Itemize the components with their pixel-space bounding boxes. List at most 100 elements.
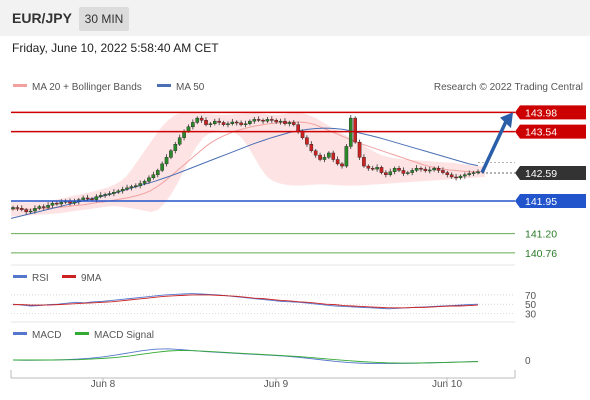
support-1-label: 141.95 bbox=[525, 196, 557, 208]
candle-body bbox=[436, 168, 441, 171]
candle bbox=[327, 151, 331, 160]
candle bbox=[116, 189, 121, 194]
candle bbox=[261, 118, 265, 124]
candle bbox=[46, 202, 50, 210]
candle bbox=[195, 116, 200, 125]
candle-body bbox=[441, 170, 445, 173]
candle bbox=[147, 175, 151, 184]
rsi-line bbox=[12, 293, 479, 310]
candle-body bbox=[204, 120, 208, 125]
candle bbox=[112, 189, 116, 197]
candle-body bbox=[427, 169, 432, 172]
candle bbox=[50, 201, 55, 208]
candle-body bbox=[173, 144, 178, 151]
resistance-1-tag bbox=[515, 105, 586, 120]
candle bbox=[445, 170, 450, 178]
ma50-legend-swatch bbox=[157, 84, 171, 87]
candle bbox=[177, 134, 182, 146]
candle-body bbox=[37, 206, 42, 209]
candle-body bbox=[414, 168, 419, 171]
candle bbox=[125, 184, 129, 191]
candle-body bbox=[454, 176, 458, 179]
candle-body bbox=[248, 120, 252, 124]
candle bbox=[278, 118, 283, 125]
candle bbox=[252, 116, 257, 124]
candle bbox=[291, 120, 296, 127]
candle-body bbox=[305, 137, 309, 145]
candle bbox=[379, 165, 384, 175]
candle bbox=[160, 161, 164, 173]
candle-body bbox=[432, 168, 436, 171]
candle-body bbox=[81, 197, 85, 200]
timeframe-button[interactable]: 30 MIN bbox=[79, 7, 129, 31]
candle-body bbox=[458, 175, 463, 179]
candle bbox=[397, 165, 401, 173]
candle-body bbox=[24, 209, 28, 213]
candle-body bbox=[217, 120, 221, 123]
candle bbox=[392, 166, 397, 175]
candle bbox=[221, 120, 226, 127]
macd-zero-label: 0 bbox=[525, 356, 531, 367]
candle bbox=[37, 204, 42, 211]
candle-body bbox=[322, 157, 327, 160]
macd-line bbox=[12, 348, 479, 365]
candle bbox=[19, 205, 24, 212]
candle-body bbox=[366, 165, 371, 169]
candle bbox=[309, 141, 314, 153]
candle bbox=[449, 172, 454, 179]
candle-body bbox=[59, 202, 64, 205]
candle-body bbox=[28, 210, 33, 213]
datetime-label: Friday, June 10, 2022 5:58:40 AM CET bbox=[12, 41, 219, 55]
candle-body bbox=[410, 170, 414, 173]
candle bbox=[256, 116, 261, 123]
candle-body bbox=[33, 208, 37, 212]
candle bbox=[283, 118, 287, 126]
candle-body bbox=[239, 122, 243, 125]
candle bbox=[467, 170, 472, 177]
candle-body bbox=[471, 172, 476, 174]
candle-body bbox=[46, 205, 50, 208]
candle-body bbox=[41, 206, 46, 208]
macd-signal-legend-swatch bbox=[75, 332, 89, 335]
target-1-label: 141.20 bbox=[525, 229, 557, 241]
candle-body bbox=[335, 159, 340, 165]
candle bbox=[362, 154, 366, 168]
candle-body bbox=[177, 137, 182, 145]
candle-body bbox=[116, 190, 121, 193]
research-credit: Research © 2022 Trading Central bbox=[434, 82, 583, 93]
candle-body bbox=[129, 186, 134, 189]
candle-body bbox=[388, 171, 393, 175]
candle bbox=[138, 180, 143, 189]
candle-body bbox=[85, 197, 90, 200]
rsi-legend-swatch bbox=[13, 275, 27, 278]
candle-body bbox=[274, 120, 279, 123]
resistance-2-tag bbox=[515, 124, 586, 139]
candle bbox=[335, 156, 340, 166]
candle-body bbox=[50, 202, 55, 206]
candle bbox=[270, 116, 274, 123]
candle bbox=[155, 168, 160, 178]
rsi-level-label: 70 bbox=[525, 291, 537, 302]
candle-body bbox=[134, 185, 138, 187]
candle bbox=[191, 119, 195, 130]
rsi-level-label: 30 bbox=[525, 309, 537, 320]
candle-body bbox=[313, 150, 318, 156]
candle-body bbox=[19, 208, 24, 210]
candle-body bbox=[103, 194, 107, 196]
macd-signal-line bbox=[13, 350, 479, 364]
candle-body bbox=[401, 170, 406, 174]
candle-body bbox=[164, 157, 169, 165]
header-bar: EUR/JPY 30 MIN bbox=[0, 0, 590, 36]
candle bbox=[234, 120, 239, 126]
candle bbox=[370, 165, 375, 171]
candle-body bbox=[379, 167, 384, 173]
candle-body bbox=[291, 122, 296, 125]
x-tick-label: Jun 8 bbox=[91, 379, 116, 390]
candle-body bbox=[309, 144, 314, 151]
candle bbox=[243, 120, 248, 128]
candle-body bbox=[147, 177, 151, 182]
candle bbox=[28, 208, 33, 214]
candle-body bbox=[252, 119, 257, 122]
candle-body bbox=[344, 146, 349, 167]
candle bbox=[208, 122, 213, 128]
